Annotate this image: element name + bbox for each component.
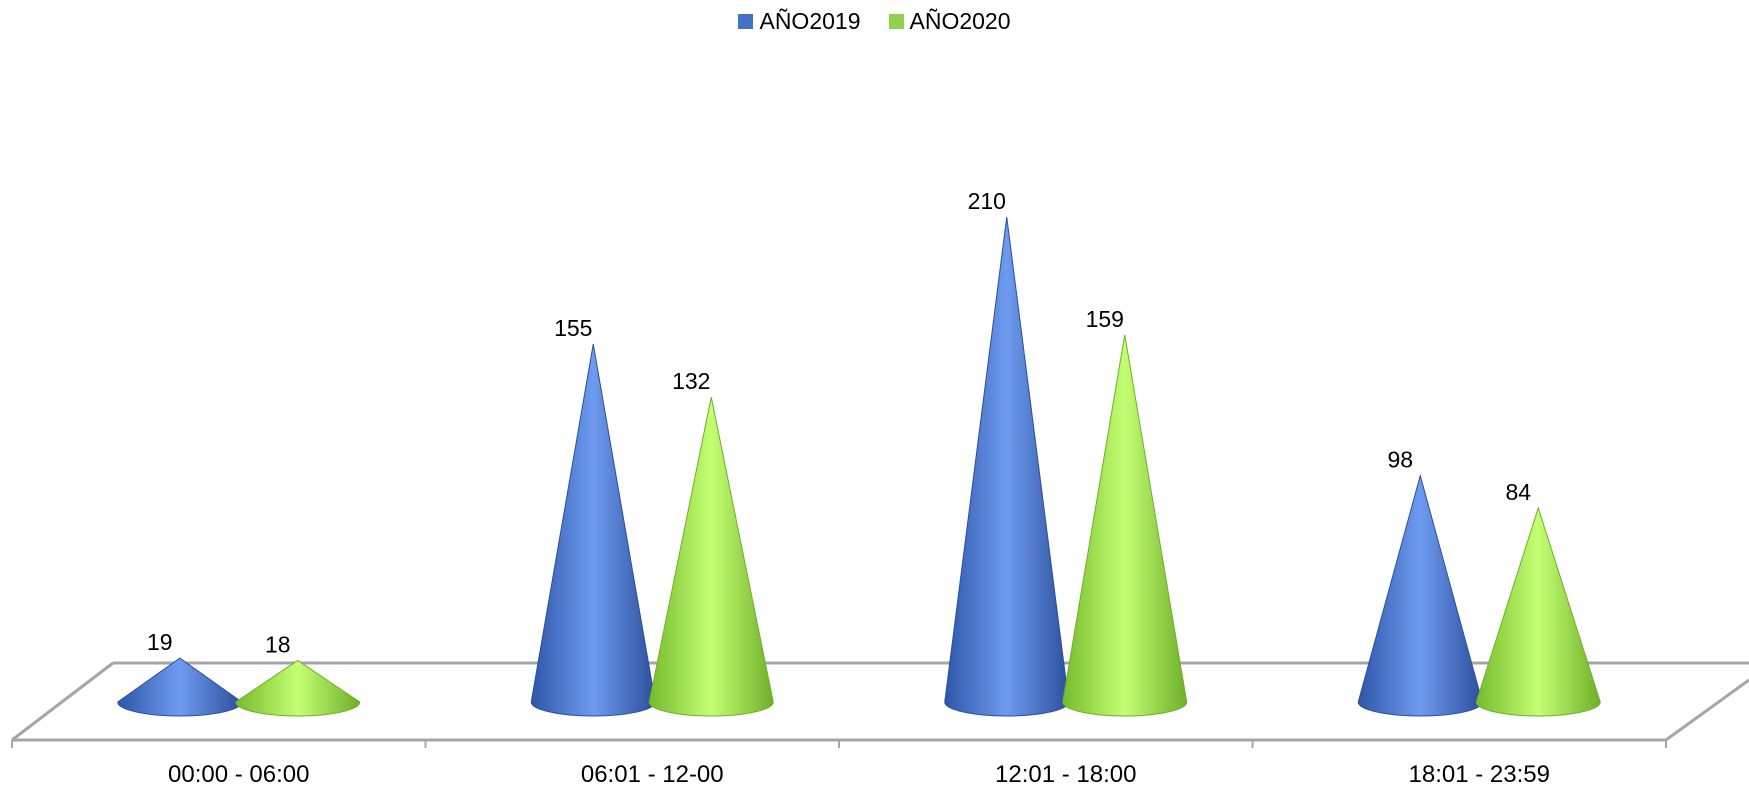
cone-mark xyxy=(1357,473,1483,717)
cone-mark xyxy=(648,397,774,717)
x-tick-label: 00:00 - 06:00 xyxy=(168,761,309,786)
x-tick-label: 06:01 - 12-00 xyxy=(581,761,724,786)
x-axis-ticks: 00:00 - 06:00 06:01 - 12-00 12:01 - 18:00 1… xyxy=(11,740,1667,788)
legend: AÑO2019 AÑO2020 xyxy=(0,8,1749,35)
data-label: 210 xyxy=(968,188,1006,214)
x-tick-label: 18:01 - 23:59 xyxy=(1409,761,1550,786)
legend-label-series-2: AÑO2020 xyxy=(909,8,1011,34)
cone-mark xyxy=(1475,506,1601,717)
legend-item-series-2: AÑO2020 xyxy=(888,8,1011,35)
x-tick-label: 12:01 - 18:00 xyxy=(995,761,1136,786)
data-label: 84 xyxy=(1505,479,1531,505)
legend-swatch-series-2 xyxy=(888,14,904,29)
data-label: 98 xyxy=(1387,447,1413,473)
data-labels: 19 18 155 132 210 159 98 84 xyxy=(147,188,1531,657)
data-label: 18 xyxy=(265,631,291,657)
cone-mark xyxy=(530,343,656,717)
legend-item-series-1: AÑO2019 xyxy=(738,8,861,35)
data-label: 132 xyxy=(672,368,710,394)
cone-mark xyxy=(1062,334,1188,717)
legend-swatch-series-1 xyxy=(738,14,754,29)
data-label: 19 xyxy=(147,629,173,655)
cone-mark xyxy=(944,216,1070,717)
cone-series xyxy=(117,216,1601,717)
cone-mark xyxy=(235,659,361,717)
data-label: 159 xyxy=(1086,306,1124,332)
data-label: 155 xyxy=(554,315,592,341)
legend-label-series-1: AÑO2019 xyxy=(759,8,861,34)
cone-mark xyxy=(117,657,243,717)
